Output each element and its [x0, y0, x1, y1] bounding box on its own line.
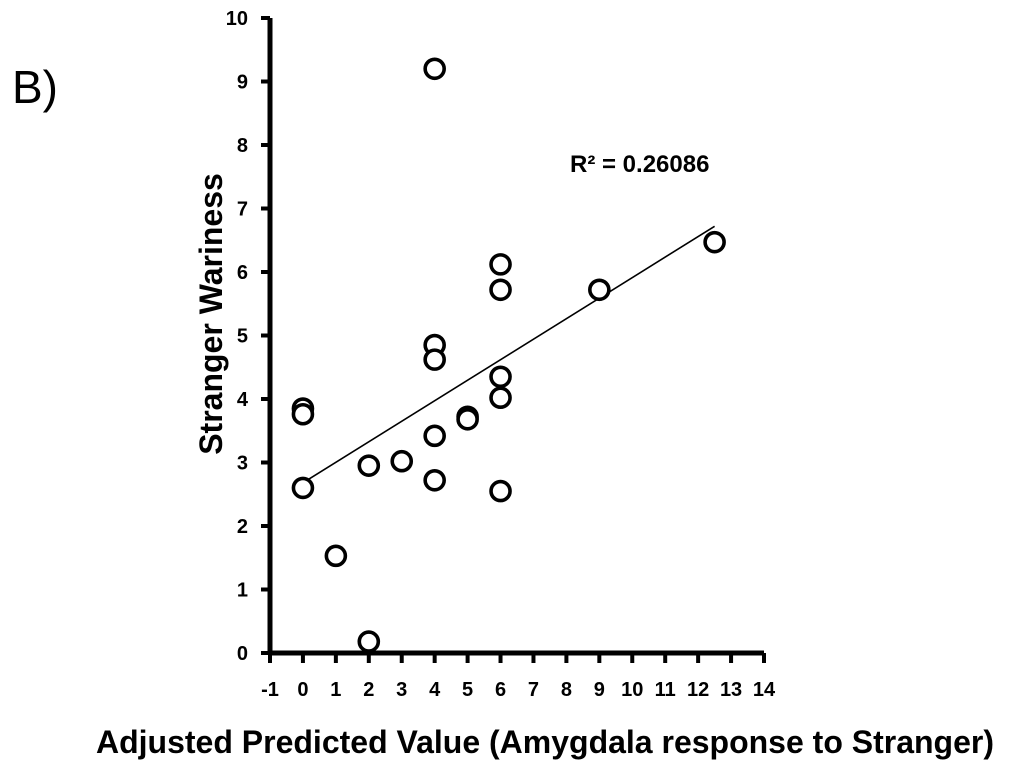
- x-tick-label: 14: [753, 679, 776, 701]
- data-point: [390, 449, 414, 473]
- y-axis-title: Stranger Wariness: [193, 173, 229, 455]
- y-tick-label: 2: [237, 516, 248, 538]
- x-tick-label: 9: [594, 679, 605, 701]
- data-point: [324, 544, 348, 568]
- data-point: [291, 476, 315, 500]
- data-point: [357, 454, 381, 477]
- x-tick-label: 10: [621, 679, 643, 701]
- data-point: [489, 365, 512, 389]
- x-tick-label: 13: [720, 679, 742, 701]
- data-point: [588, 278, 611, 302]
- data-point: [357, 630, 381, 653]
- y-tick-label: 0: [237, 643, 248, 665]
- data-point: [456, 408, 479, 431]
- x-tick-label: 8: [561, 679, 572, 701]
- y-tick-label: 10: [226, 8, 248, 30]
- y-tick-label: 6: [237, 262, 248, 284]
- y-tick-label: 9: [237, 72, 248, 94]
- data-point: [489, 253, 512, 276]
- data-point: [703, 230, 726, 254]
- trendline: [302, 225, 716, 484]
- data-point: [489, 278, 512, 302]
- data-points: [291, 57, 726, 653]
- panel-label: B): [12, 61, 58, 113]
- x-tick-label: 3: [396, 679, 407, 701]
- x-tick-label: 6: [495, 679, 506, 701]
- data-point: [423, 348, 446, 371]
- y-tick-label: 1: [237, 580, 248, 602]
- data-point: [489, 386, 512, 410]
- data-point: [423, 424, 446, 448]
- x-tick-label: 1: [330, 679, 341, 701]
- x-tick-label: -1: [261, 679, 279, 701]
- data-point: [291, 402, 315, 426]
- x-tick-label: 2: [363, 679, 374, 701]
- x-tick-label: 0: [297, 679, 308, 701]
- tick-marks: [261, 16, 766, 663]
- y-tick-label: 7: [237, 199, 248, 221]
- x-tick-label: 4: [429, 679, 441, 701]
- data-point: [489, 479, 512, 503]
- y-tick-label: 4: [237, 389, 249, 411]
- x-tick-label: 5: [462, 679, 473, 701]
- x-tick-label: 7: [528, 679, 539, 701]
- x-axis-title: Adjusted Predicted Value (Amygdala respo…: [96, 724, 994, 760]
- trendline-group: [302, 225, 716, 484]
- data-point: [423, 57, 446, 81]
- x-tick-label: 12: [687, 679, 709, 701]
- y-tick-label: 8: [237, 135, 248, 157]
- r-squared-annotation: R² = 0.26086: [570, 151, 709, 178]
- data-point: [423, 468, 446, 492]
- y-tick-label: 3: [237, 453, 248, 475]
- y-tick-label: 5: [237, 326, 248, 348]
- x-tick-label: 11: [655, 679, 676, 701]
